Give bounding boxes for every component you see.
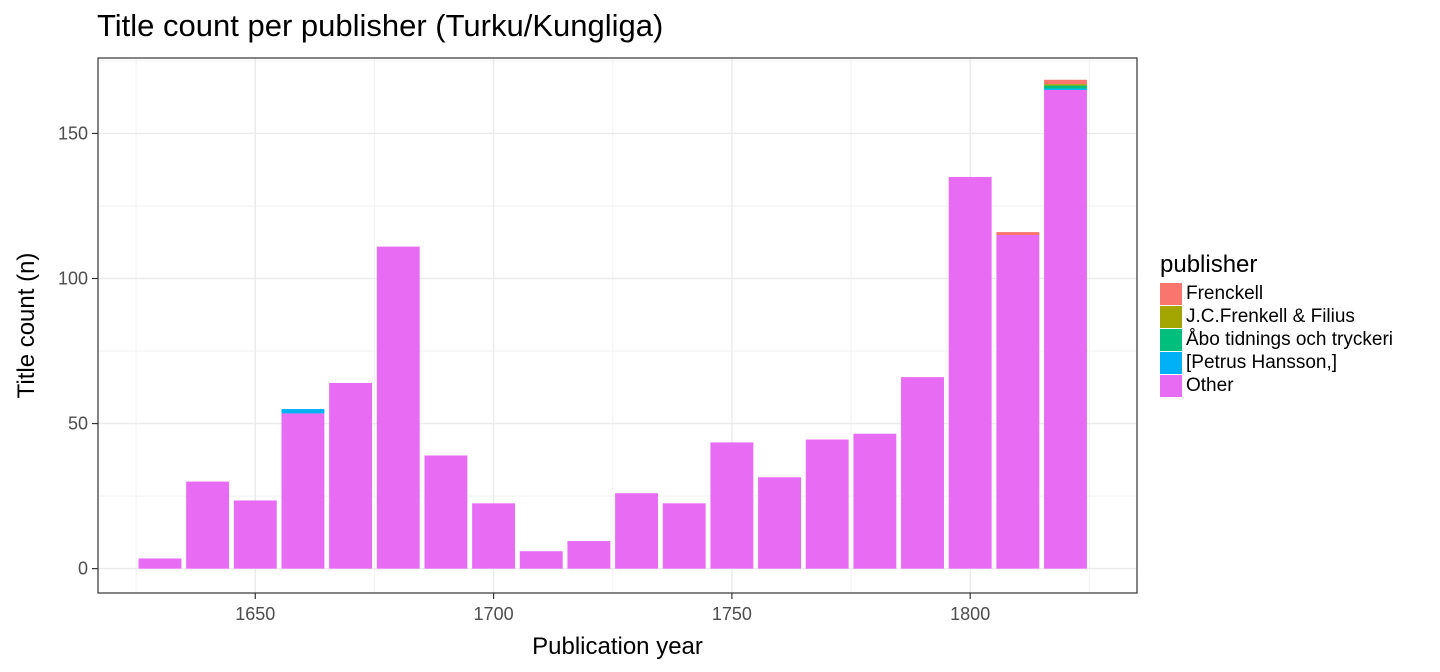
y-tick-label: 150 [58, 123, 88, 143]
bar-segment [186, 481, 230, 569]
bar-segment [996, 234, 1040, 569]
bar-segment [996, 232, 1040, 235]
y-tick-label: 0 [78, 559, 88, 579]
legend-key-swatch [1160, 305, 1182, 328]
x-tick-label: 1800 [950, 604, 990, 624]
legend-label: [Petrus Hansson,] [1186, 351, 1338, 373]
bar-segment [662, 503, 706, 569]
legend-key-swatch [1160, 282, 1182, 305]
y-axis-title: Title count (n) [13, 253, 40, 399]
bar-segment [233, 500, 277, 569]
bar-segment [948, 176, 992, 569]
legend-label: J.C.Frenkell & Filius [1186, 305, 1355, 327]
y-tick-label: 50 [68, 414, 88, 434]
legend-item: Frenckell [1160, 282, 1393, 305]
legend-label: Other [1186, 374, 1234, 396]
x-tick-label: 1650 [235, 604, 275, 624]
bar-segment [758, 477, 801, 569]
legend-item: J.C.Frenkell & Filius [1160, 305, 1393, 328]
bar-segment [1044, 88, 1087, 90]
bar-segment [424, 455, 468, 569]
legend-key-swatch [1160, 328, 1182, 351]
legend-key-swatch [1160, 351, 1182, 374]
legend-key-swatch [1160, 374, 1182, 397]
x-axis-title: Publication year [532, 633, 703, 660]
legend-item: Åbo tidnings och tryckeri [1160, 328, 1393, 351]
legend: publisher Frenckell J.C.Frenkell & Filius… [1160, 251, 1393, 397]
bar-segment [329, 382, 373, 569]
x-tick-label: 1700 [474, 604, 514, 624]
legend-item: Other [1160, 374, 1393, 397]
bar-segment [901, 377, 944, 569]
bar-segment [281, 409, 325, 414]
bar-segment [567, 541, 611, 569]
legend-item: [Petrus Hansson,] [1160, 351, 1393, 374]
bar-segment [1044, 89, 1087, 569]
x-tick-label: 1750 [712, 604, 752, 624]
bar-segment [376, 246, 420, 569]
chart-title: Title count per publisher (Turku/Kunglig… [97, 8, 664, 43]
bar-segment [710, 442, 754, 569]
bar-segment [853, 433, 897, 569]
bar-segment [1044, 85, 1087, 89]
y-tick-label: 100 [58, 268, 88, 288]
bar-segment [472, 503, 516, 569]
bar-segment [519, 551, 563, 569]
bar-segment [1044, 84, 1087, 86]
bar-segment [138, 558, 182, 569]
bar-segment [615, 493, 659, 569]
legend-label: Frenckell [1186, 282, 1264, 304]
bar-segment [281, 413, 325, 569]
bar-segment [1044, 79, 1087, 85]
bar-segment [805, 439, 849, 569]
plot-panel-border [97, 57, 1138, 594]
legend-title: publisher [1160, 251, 1258, 278]
legend-label: Åbo tidnings och tryckeri [1186, 328, 1393, 350]
